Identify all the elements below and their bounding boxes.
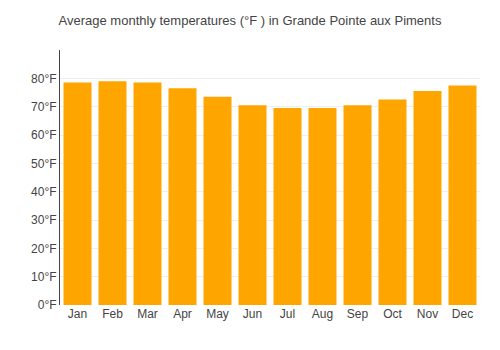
svg-text:Oct: Oct	[383, 307, 402, 321]
svg-text:Apr: Apr	[173, 307, 192, 321]
svg-text:Jul: Jul	[280, 307, 295, 321]
svg-text:10°F: 10°F	[31, 270, 56, 284]
svg-text:Average monthly temperatures (: Average monthly temperatures (°F ) in Gr…	[59, 13, 442, 28]
svg-text:Aug: Aug	[312, 307, 333, 321]
svg-text:0°F: 0°F	[38, 298, 57, 312]
svg-text:Jan: Jan	[68, 307, 87, 321]
svg-text:60°F: 60°F	[31, 128, 56, 142]
svg-text:30°F: 30°F	[31, 213, 56, 227]
svg-text:20°F: 20°F	[31, 242, 56, 256]
svg-text:Feb: Feb	[102, 307, 123, 321]
svg-text:Dec: Dec	[452, 307, 473, 321]
svg-text:Mar: Mar	[137, 307, 158, 321]
svg-text:50°F: 50°F	[31, 157, 56, 171]
svg-text:May: May	[206, 307, 229, 321]
svg-text:80°F: 80°F	[31, 72, 56, 86]
svg-text:Jun: Jun	[243, 307, 262, 321]
svg-text:70°F: 70°F	[31, 100, 56, 114]
svg-text:Sep: Sep	[347, 307, 369, 321]
svg-text:Nov: Nov	[417, 307, 438, 321]
svg-text:40°F: 40°F	[31, 185, 56, 199]
